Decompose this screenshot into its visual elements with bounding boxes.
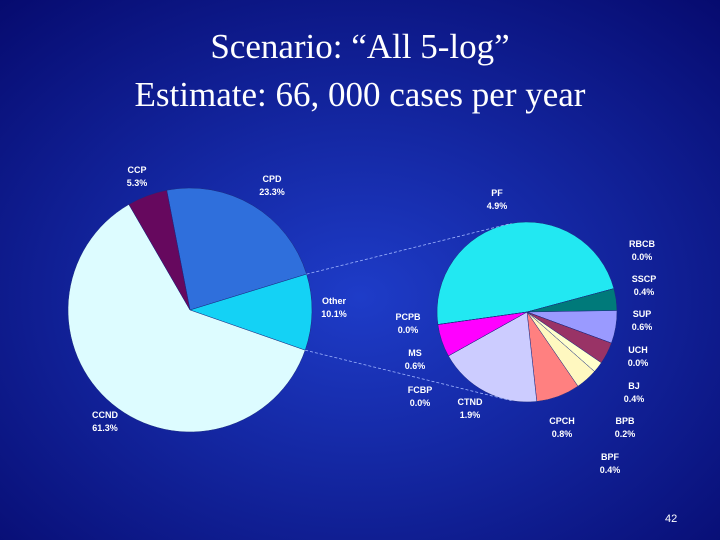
slice-label: CTND bbox=[458, 397, 483, 407]
slice-value-label: 0.2% bbox=[615, 429, 636, 439]
title-line: Estimate: 66, 000 cases per year bbox=[135, 75, 586, 114]
pie-slice bbox=[437, 311, 528, 325]
slice-label: MS bbox=[408, 348, 422, 358]
slice-value-label: 5.3% bbox=[127, 178, 148, 188]
slice-value-label: 0.6% bbox=[632, 322, 653, 332]
slice-label: BPF bbox=[601, 452, 620, 462]
slice-label: UCH bbox=[628, 345, 648, 355]
slice-label: BPB bbox=[615, 416, 635, 426]
connector-line bbox=[305, 349, 512, 402]
slice-label: PCPB bbox=[395, 312, 421, 322]
slice-value-label: 23.3% bbox=[259, 187, 285, 197]
slice-label: SUP bbox=[633, 309, 652, 319]
slice-value-label: 0.4% bbox=[634, 287, 655, 297]
slice-value-label: 0.4% bbox=[600, 465, 621, 475]
slice-value-label: 0.0% bbox=[410, 398, 431, 408]
slice-value-label: 0.8% bbox=[552, 429, 573, 439]
slice-label: CCP bbox=[127, 165, 146, 175]
pie-slice bbox=[436, 221, 615, 325]
pie-slice bbox=[166, 187, 307, 311]
slice-label: CCND bbox=[92, 410, 118, 420]
slice-label: CPCH bbox=[549, 416, 575, 426]
connector-line bbox=[306, 222, 512, 275]
slice-value-label: 0.4% bbox=[624, 394, 645, 404]
slice-label: SSCP bbox=[632, 274, 657, 284]
pie-slice bbox=[189, 273, 313, 351]
slice-value-label: 0.0% bbox=[632, 252, 653, 262]
page-number: 42 bbox=[665, 513, 677, 525]
slice-value-label: 10.1% bbox=[321, 309, 347, 319]
slice-label: RBCB bbox=[629, 239, 655, 249]
slice-value-label: 0.0% bbox=[398, 325, 419, 335]
slice-label: FCBP bbox=[408, 385, 433, 395]
slice-value-label: 0.6% bbox=[405, 361, 426, 371]
slice-value-label: 0.0% bbox=[628, 358, 649, 368]
slice-label: Other bbox=[322, 296, 347, 306]
slice-label: BJ bbox=[628, 381, 640, 391]
slice-label: CPD bbox=[262, 174, 282, 184]
slice-value-label: 61.3% bbox=[92, 423, 118, 433]
title-line: Scenario: “All 5-log” bbox=[210, 27, 509, 66]
slice-value-label: 1.9% bbox=[460, 410, 481, 420]
slice-value-label: 4.9% bbox=[487, 201, 508, 211]
slice-label: PF bbox=[491, 188, 503, 198]
pie-slice bbox=[128, 189, 191, 311]
pie-slice bbox=[67, 204, 306, 433]
pie-slice bbox=[448, 311, 538, 403]
